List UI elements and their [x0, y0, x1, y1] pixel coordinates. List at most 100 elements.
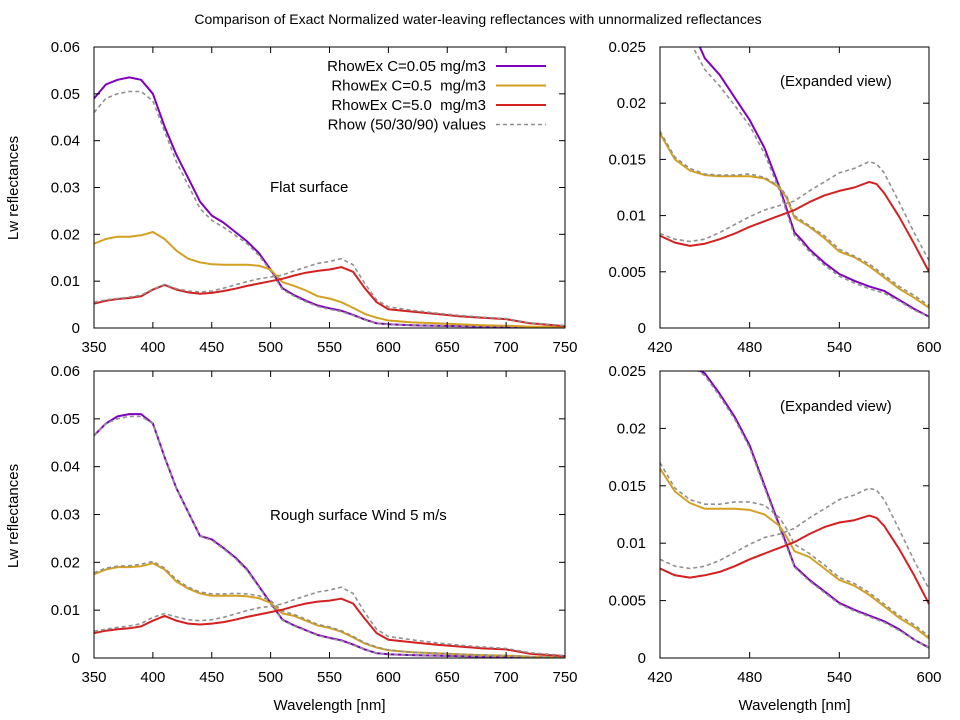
legend-label: Rhow (50/30/90) values	[328, 117, 486, 134]
y-axis-label: Lw reflectances	[5, 136, 22, 240]
series-line-rhow	[94, 560, 565, 658]
series-group	[94, 413, 565, 658]
x-tick-label: 350	[81, 669, 106, 686]
x-axis-label: Wavelength [nm]	[274, 697, 386, 714]
y-tick-label: 0.04	[51, 459, 80, 476]
y-tick-label: 0.005	[608, 593, 646, 610]
y-tick-label: 0.06	[51, 363, 80, 380]
x-tick-label: 400	[140, 669, 165, 686]
series-line-C05	[94, 562, 565, 658]
x-tick-label: 420	[647, 339, 672, 356]
series-line-C005	[698, 371, 929, 649]
x-tick-label: 600	[376, 339, 401, 356]
series-line-rhow	[94, 415, 565, 658]
panel-annotation: Rough surface Wind 5 m/s	[270, 507, 447, 524]
y-tick-label: 0.05	[51, 86, 80, 103]
panel-annotation: (Expanded view)	[780, 398, 892, 415]
figure-title: Comparison of Exact Normalized water-lea…	[194, 11, 761, 27]
plot-frame	[659, 370, 930, 659]
x-tick-label: 600	[916, 339, 941, 356]
panel-annotation: Flat surface	[270, 179, 348, 196]
x-tick-label: 750	[552, 669, 577, 686]
x-tick-label: 600	[376, 669, 401, 686]
x-tick-label: 550	[317, 339, 342, 356]
x-tick-label: 540	[827, 339, 852, 356]
legend-label: RhowEx C=5.0 mg/m3	[331, 97, 486, 114]
y-tick-label: 0.06	[51, 39, 80, 56]
x-tick-label: 500	[258, 339, 283, 356]
y-tick-label: 0.02	[617, 420, 646, 437]
y-tick-label: 0.005	[608, 264, 646, 281]
series-group	[660, 371, 929, 649]
legend-label: RhowEx C=0.05 mg/m3	[327, 58, 486, 75]
x-tick-label: 450	[199, 669, 224, 686]
y-tick-label: 0.05	[51, 411, 80, 428]
series-line-rhow	[94, 586, 565, 657]
x-tick-label: 650	[435, 669, 460, 686]
y-tick-label: 0.02	[51, 554, 80, 571]
panels: 350 400 450 500 550 600 650 700 750 0 0.01 0.02 0.03…	[5, 39, 942, 714]
panel-top_full: 350 400 450 500 550 600 650 700 750 0 0.01 0.02 0.03…	[5, 39, 578, 356]
series-line-rhow	[660, 160, 929, 261]
series-line-rhow	[660, 462, 929, 637]
series-line-C005	[94, 76, 565, 328]
series-group	[660, 47, 929, 318]
series-line-rhow	[696, 371, 929, 649]
x-tick-label: 700	[494, 339, 519, 356]
y-tick-label: 0	[72, 320, 80, 337]
series-line-C50	[660, 514, 929, 605]
x-tick-label: 540	[827, 669, 852, 686]
y-tick-label: 0	[638, 650, 646, 667]
y-tick-label: 0	[638, 320, 646, 337]
y-tick-label: 0.015	[608, 478, 646, 495]
x-tick-label: 400	[140, 339, 165, 356]
x-tick-label: 480	[737, 669, 762, 686]
x-tick-label: 750	[552, 339, 577, 356]
x-tick-label: 500	[258, 669, 283, 686]
panel-annotation: (Expanded view)	[780, 73, 892, 90]
y-tick-label: 0.03	[51, 507, 80, 524]
y-tick-label: 0.01	[51, 602, 80, 619]
x-tick-label: 450	[199, 339, 224, 356]
legend-label: RhowEx C=0.5 mg/m3	[331, 78, 486, 95]
y-tick-label: 0	[72, 650, 80, 667]
x-tick-label: 550	[317, 669, 342, 686]
plot-frame	[659, 46, 930, 329]
y-tick-label: 0.025	[608, 363, 646, 380]
y-tick-label: 0.02	[51, 226, 80, 243]
panel-bottom_zoom: 420 480 540 600 0 0.005 0.01 0.015 0.02 0.025 Wave…	[608, 363, 941, 714]
series-group	[94, 76, 565, 328]
x-tick-label: 350	[81, 339, 106, 356]
legend: RhowEx C=0.05 mg/m3 RhowEx C=0.5 mg/m3 Rho…	[327, 58, 546, 134]
series-line-rhow	[660, 130, 929, 307]
series-line-C50	[660, 180, 929, 273]
y-tick-label: 0.02	[617, 95, 646, 112]
series-line-rhow	[691, 47, 929, 318]
y-axis-label: Lw reflectances	[5, 464, 22, 568]
series-line-rhow	[660, 487, 929, 590]
x-tick-label: 650	[435, 339, 460, 356]
series-line-C005	[94, 413, 565, 658]
y-tick-label: 0.01	[617, 208, 646, 225]
panel-bottom_full: 350 400 450 500 550 600 650 700 750 0 0.01 0.02 0.03…	[5, 363, 578, 714]
series-line-C05	[660, 468, 929, 640]
series-line-C005	[698, 47, 929, 318]
y-tick-label: 0.04	[51, 133, 80, 150]
x-tick-label: 480	[737, 339, 762, 356]
x-tick-label: 420	[647, 669, 672, 686]
x-axis-label: Wavelength [nm]	[739, 697, 851, 714]
y-tick-label: 0.01	[51, 273, 80, 290]
series-line-C50	[94, 597, 565, 658]
series-line-rhow	[94, 257, 565, 327]
series-line-C05	[94, 231, 565, 328]
y-tick-label: 0.015	[608, 151, 646, 168]
panel-top_zoom: 420 480 540 600 0 0.005 0.01 0.015 0.02 0.025 (Exp…	[608, 39, 941, 356]
series-line-rhow	[94, 90, 565, 328]
y-tick-label: 0.03	[51, 180, 80, 197]
x-tick-label: 600	[916, 669, 941, 686]
y-tick-label: 0.01	[617, 535, 646, 552]
series-line-C50	[94, 266, 565, 328]
y-tick-label: 0.025	[608, 39, 646, 56]
x-tick-label: 700	[494, 669, 519, 686]
